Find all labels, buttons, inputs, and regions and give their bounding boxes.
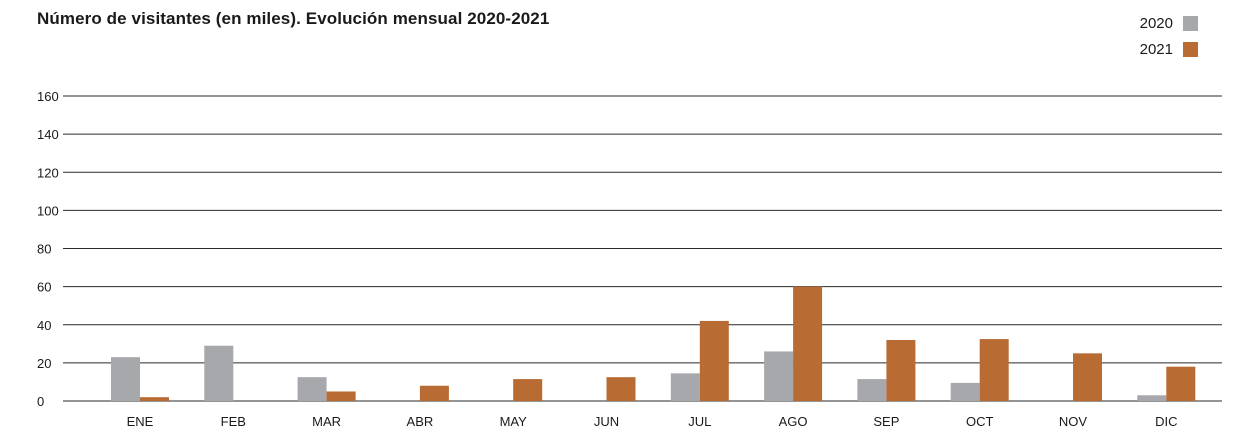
legend-item-2020: 2020 [1140, 10, 1198, 36]
y-tick-label: 0 [37, 394, 44, 409]
legend-label-2021: 2021 [1139, 40, 1173, 58]
y-tick-label: 40 [37, 318, 51, 333]
bar-2020-dic [1137, 395, 1167, 401]
bar-2021-sep [886, 340, 916, 401]
bar-2021-jun [606, 377, 636, 401]
x-tick-label: JUL [688, 414, 711, 429]
bar-2020-feb [204, 345, 234, 401]
y-tick-label: 140 [37, 127, 59, 142]
legend-label-2020: 2020 [1139, 14, 1173, 32]
bar-2021-mar [326, 391, 356, 401]
chart-title: Número de visitantes (en miles). Evoluci… [37, 9, 550, 28]
x-tick-label: AGO [779, 414, 808, 429]
bar-2021-ago [793, 286, 823, 401]
x-tick-label: JUN [594, 414, 619, 429]
bar-2020-ago [764, 351, 794, 401]
legend-swatch-2020 [1183, 15, 1198, 31]
bar-2021-nov [1073, 353, 1102, 401]
bar-2020-ene [111, 357, 140, 401]
bar-2021-jul [699, 320, 729, 401]
x-tick-label: MAY [500, 414, 528, 429]
x-tick-label: SEP [873, 414, 899, 429]
legend: 2020 2021 [1140, 10, 1198, 62]
legend-item-2021: 2021 [1140, 36, 1198, 62]
y-tick-label: 20 [37, 356, 51, 371]
bar-2021-abr [419, 385, 449, 401]
bar-2020-oct [950, 382, 980, 401]
x-tick-label: FEB [221, 414, 246, 429]
bar-2021-oct [979, 339, 1009, 401]
y-tick-label: 120 [37, 165, 59, 180]
x-tick-label: OCT [966, 414, 994, 429]
y-tick-label: 80 [37, 242, 51, 257]
legend-swatch-2021 [1183, 41, 1198, 57]
y-tick-label: 160 [37, 89, 59, 104]
x-tick-label: ABR [407, 414, 434, 429]
bar-2021-may [513, 379, 543, 401]
x-tick-label: NOV [1059, 414, 1088, 429]
x-tick-label: ENE [127, 414, 154, 429]
bar-2020-mar [297, 377, 327, 401]
bar-2020-sep [857, 379, 887, 401]
bar-2021-dic [1166, 366, 1196, 401]
y-tick-label: 100 [37, 203, 59, 218]
bar-2021-ene [140, 397, 169, 401]
x-tick-label: DIC [1155, 414, 1177, 429]
bar-2020-jul [670, 373, 700, 401]
y-tick-label: 60 [37, 280, 51, 295]
x-tick-label: MAR [312, 414, 341, 429]
